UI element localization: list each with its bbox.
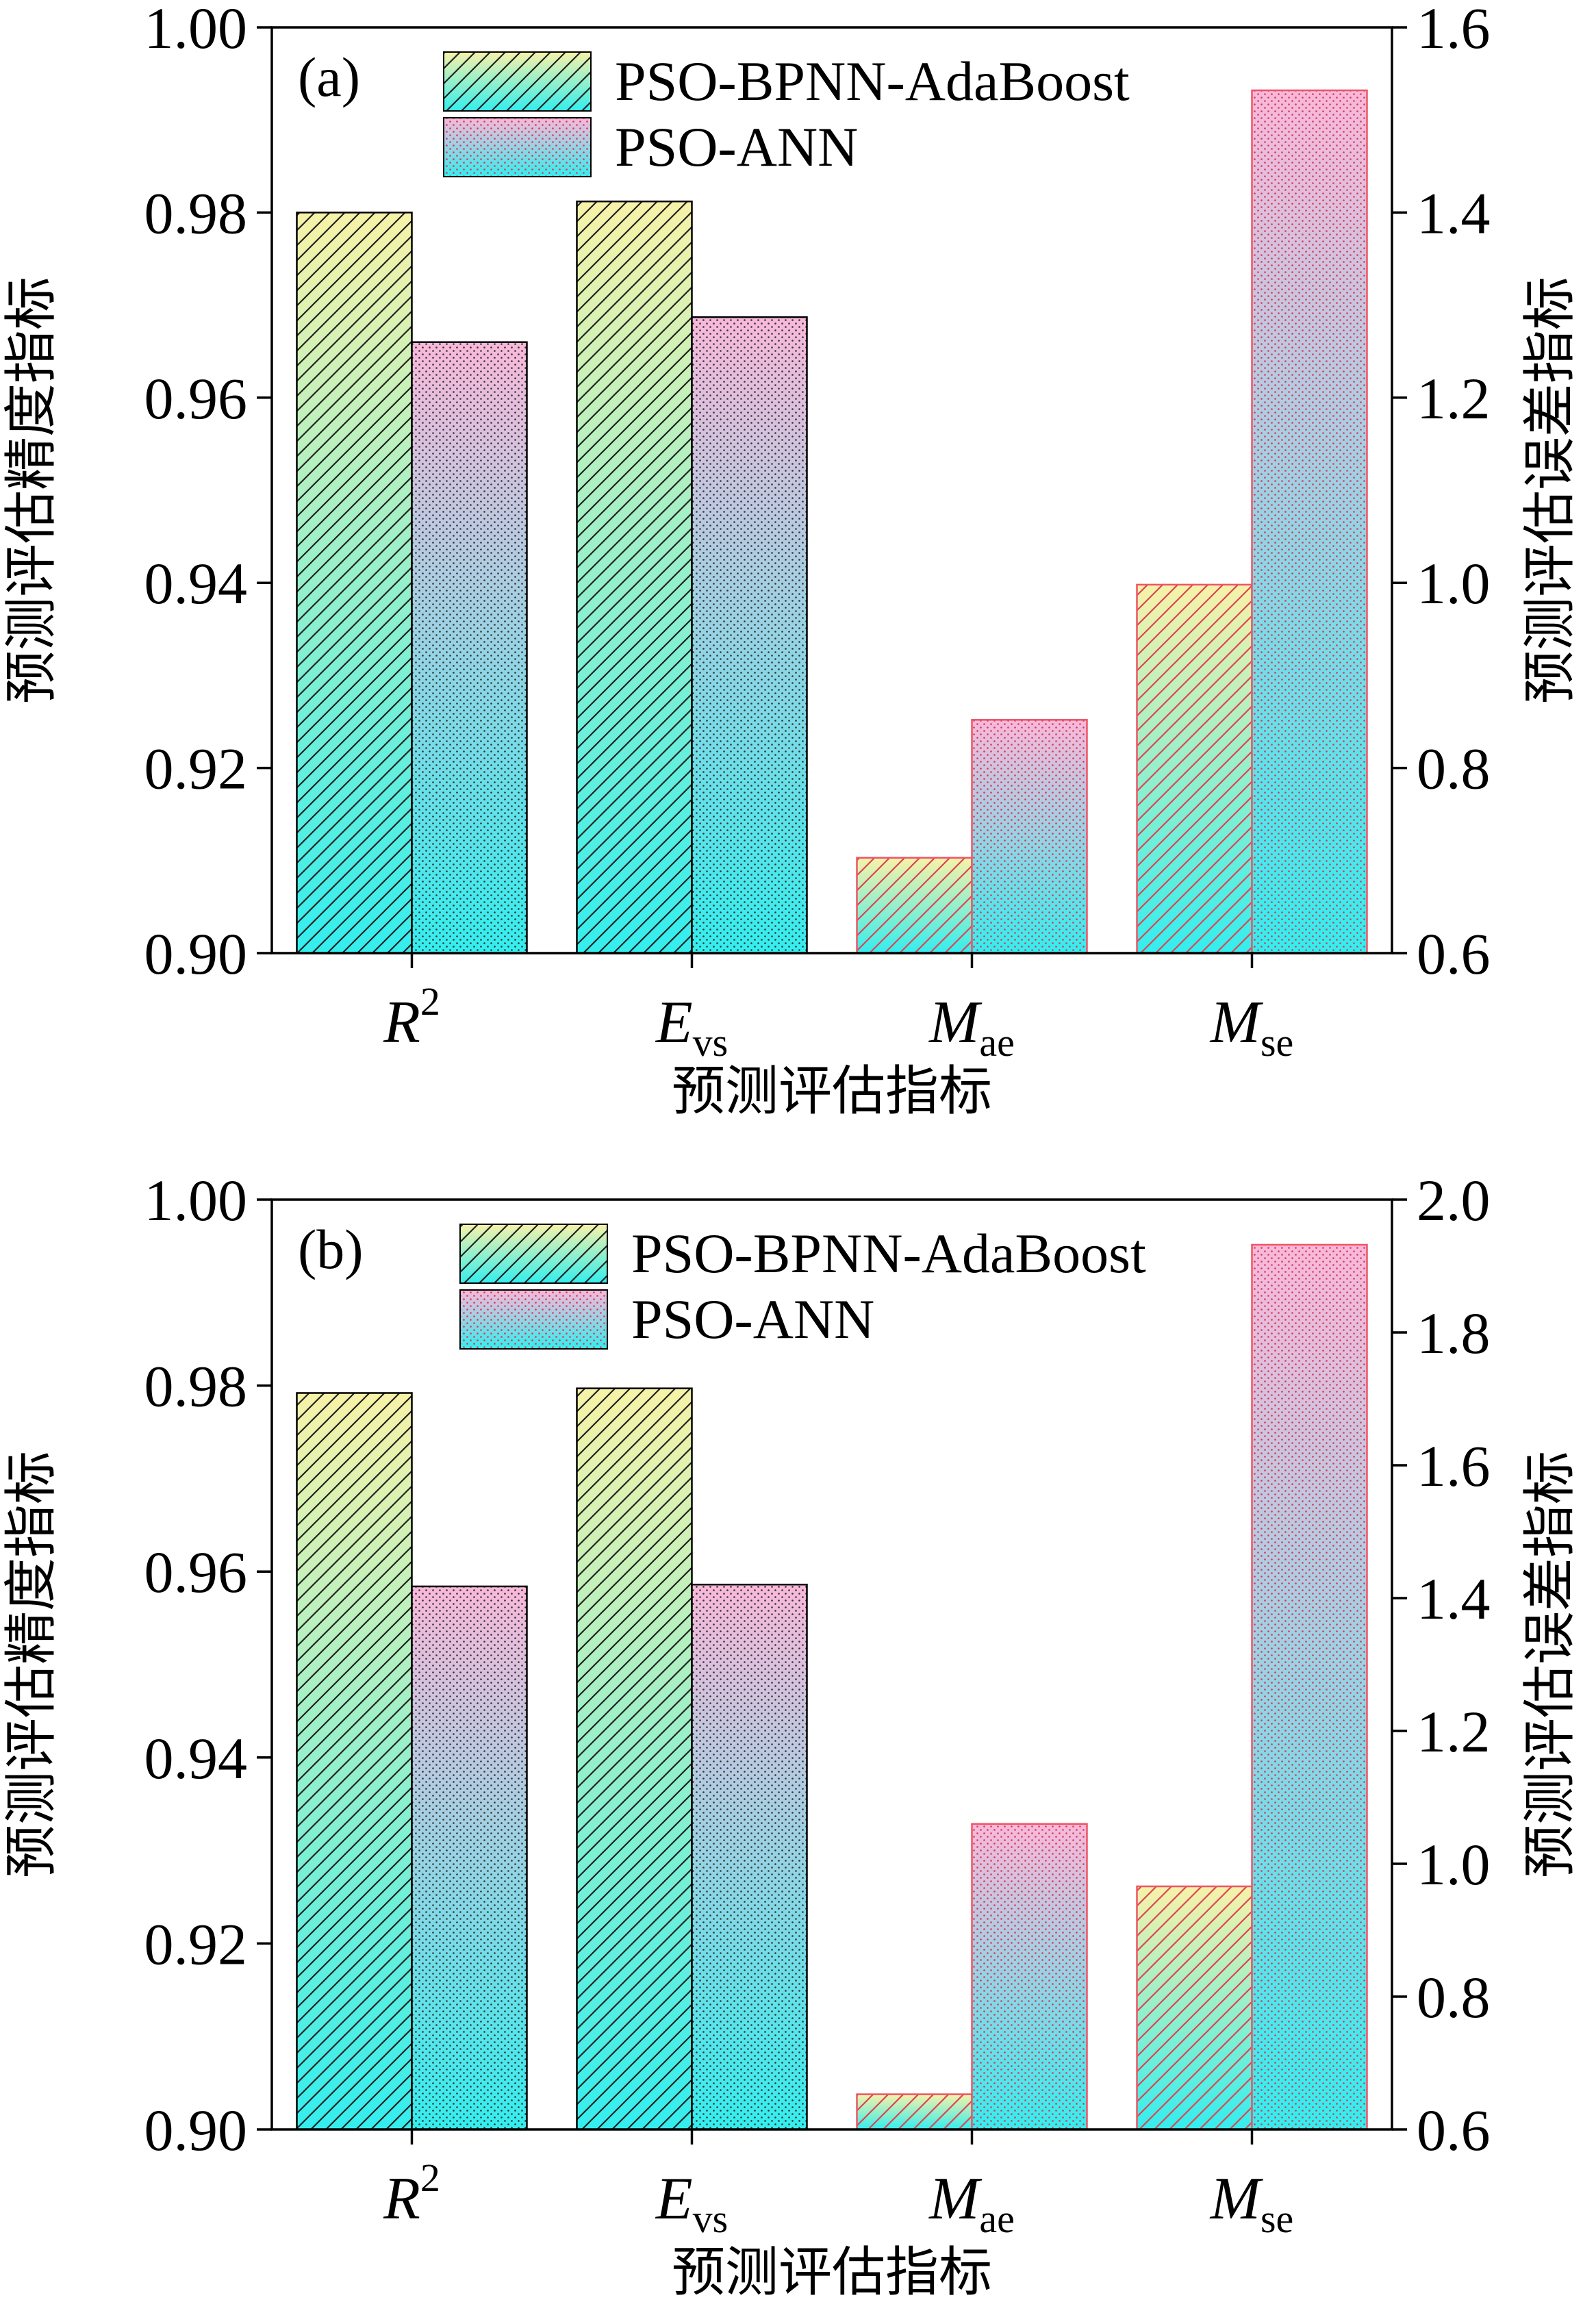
y-right-tick-label: 1.6	[1417, 0, 1491, 61]
x-axis-title: 预测评估指标	[672, 1061, 992, 1122]
y-right-tick-label: 0.8	[1417, 1964, 1491, 2030]
legend-item-pso-bpnn-adaboost: PSO-BPNN-AdaBoost	[459, 1222, 1146, 1285]
y-right-tick-label: 1.8	[1417, 1300, 1491, 1366]
legend-item-pso-bpnn-adaboost: PSO-BPNN-AdaBoost	[443, 50, 1130, 112]
y-left-tick-label: 0.98	[144, 1354, 248, 1419]
bar-pso-ann-mse	[1251, 1243, 1368, 2131]
bar-pso-bpnn-adaboost-mae	[856, 857, 973, 954]
y-right-tick-label: 1.2	[1417, 1699, 1491, 1764]
bar-pso-ann-mae	[971, 1823, 1088, 2131]
bar-pso-ann-evs	[691, 1583, 808, 2131]
y-left-tick-label: 0.92	[144, 1911, 248, 1977]
y-right-axis-title: 预测评估误差指标	[1519, 1451, 1581, 1878]
y-left-tick-label: 1.00	[144, 0, 248, 61]
y-left-axis-title: 预测评估精度指标	[1, 277, 62, 704]
legend-label: PSO-ANN	[631, 1288, 874, 1350]
x-tick-label: Mse	[1209, 2166, 1294, 2241]
x-tick-label: R2	[383, 979, 440, 1056]
y-right-tick-label: 1.4	[1417, 180, 1491, 246]
legend-label: PSO-ANN	[615, 116, 858, 178]
bar-pso-bpnn-adaboost-mae	[856, 2093, 973, 2131]
plot-frame	[270, 1198, 1393, 2131]
y-right-axis-title: 预测评估误差指标	[1519, 277, 1581, 704]
plot-frame	[270, 26, 1393, 954]
y-left-tick-label: 0.90	[144, 2097, 248, 2163]
y-left-tick-label: 0.92	[144, 736, 248, 802]
y-left-tick-label: 0.96	[144, 1539, 248, 1605]
legend-item-pso-ann: PSO-ANN	[459, 1288, 874, 1350]
bar-pso-bpnn-adaboost-evs	[576, 200, 693, 954]
y-right-tick-label: 2.0	[1417, 1167, 1491, 1233]
y-left-tick-label: 0.94	[144, 1725, 248, 1791]
legend-label: PSO-BPNN-AdaBoost	[631, 1222, 1146, 1285]
bar-pso-ann-r2	[411, 341, 528, 954]
bar-pso-bpnn-adaboost-mse	[1136, 1885, 1253, 2131]
panel-label: (b)	[298, 1218, 364, 1280]
y-left-tick-label: 0.98	[144, 180, 248, 246]
bar-pso-ann-r2	[411, 1585, 528, 2131]
y-right-tick-label: 0.8	[1417, 736, 1491, 802]
legend-item-pso-ann: PSO-ANN	[443, 116, 858, 178]
bar-pso-ann-mse	[1251, 89, 1368, 954]
x-axis-title: 预测评估指标	[672, 2242, 992, 2303]
x-tick-label: Mae	[928, 989, 1015, 1065]
chart-panel-b: R2 Evs Mae Mse 0.90 0.92 0.94 0.96 0.98 1.00 0.6 0.…	[1, 1167, 1581, 2303]
x-tick-label: Evs	[655, 989, 728, 1065]
y-left-axis-title: 预测评估精度指标	[1, 1451, 62, 1878]
y-right-tick-label: 1.2	[1417, 366, 1491, 431]
bar-pso-ann-mae	[971, 719, 1088, 954]
x-tick-label: Evs	[655, 2166, 728, 2241]
chart-panel-a: R2 Evs Mae Mse 0.90 0.92 0.94 0.96 0.98 1.00 0.6 0.…	[1, 0, 1581, 1122]
y-right-tick-label: 0.6	[1417, 921, 1491, 987]
y-right-tick-label: 1.0	[1417, 551, 1491, 616]
bar-pso-bpnn-adaboost-evs	[576, 1387, 693, 2131]
x-tick-label: Mse	[1209, 989, 1294, 1065]
y-left-tick-label: 1.00	[144, 1167, 248, 1233]
panel-label: (a)	[298, 46, 360, 108]
y-left-tick-label: 0.96	[144, 366, 248, 431]
y-right-tick-label: 1.6	[1417, 1433, 1491, 1499]
x-tick-label: R2	[383, 2155, 440, 2232]
y-right-tick-label: 1.4	[1417, 1566, 1491, 1632]
bar-pso-bpnn-adaboost-r2	[296, 1392, 413, 2131]
bar-pso-bpnn-adaboost-mse	[1136, 583, 1253, 954]
y-right-tick-label: 1.0	[1417, 1832, 1491, 1897]
y-left-tick-label: 0.90	[144, 921, 248, 987]
y-left-tick-label: 0.94	[144, 551, 248, 616]
y-right-tick-label: 0.6	[1417, 2097, 1491, 2163]
bar-pso-ann-evs	[691, 316, 808, 954]
bar-pso-bpnn-adaboost-r2	[296, 212, 413, 954]
legend-label: PSO-BPNN-AdaBoost	[615, 50, 1130, 112]
x-tick-label: Mae	[928, 2166, 1015, 2241]
